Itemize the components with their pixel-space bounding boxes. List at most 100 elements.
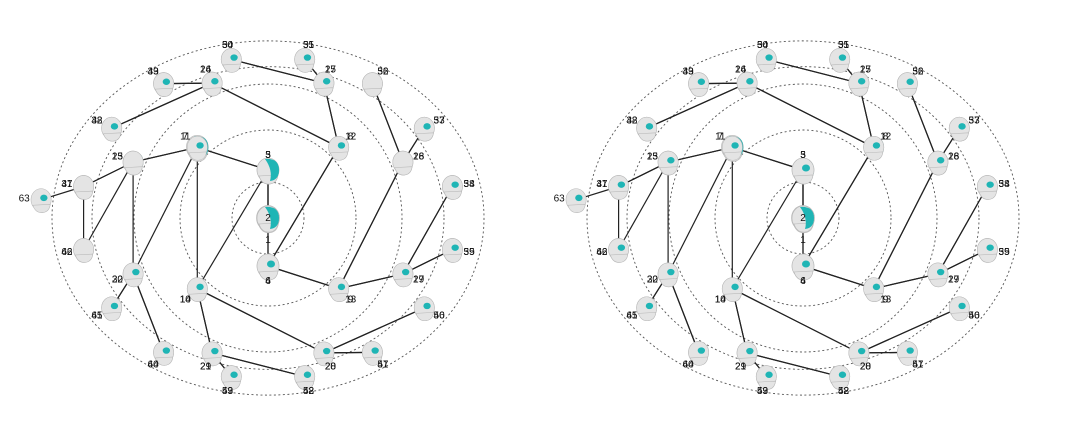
edge-13-26 <box>338 161 404 289</box>
node-label-31: 31 <box>61 179 73 190</box>
node-25-head <box>848 71 870 97</box>
node-57-head <box>897 341 918 366</box>
node-label-47: 47 <box>596 179 608 190</box>
ring-4 <box>626 66 980 370</box>
node-label-60: 60 <box>683 359 695 370</box>
node-label-55: 55 <box>999 247 1011 258</box>
node-label-53: 53 <box>434 116 446 127</box>
edge-28-56 <box>323 307 425 354</box>
node-55-head <box>977 238 998 263</box>
node-label-25: 25 <box>860 64 872 75</box>
node-label-61: 61 <box>91 310 103 321</box>
node-63-head <box>30 188 52 213</box>
edge-23-46 <box>618 161 669 250</box>
node-label-29: 29 <box>735 362 747 373</box>
node-57-head <box>362 341 383 366</box>
node-label-58: 58 <box>303 386 315 397</box>
node-30-head <box>122 262 144 288</box>
node-label-48: 48 <box>91 116 103 127</box>
node-label-7: 7 <box>183 132 189 143</box>
ring-3 <box>133 83 403 353</box>
node-label-63: 63 <box>19 194 31 205</box>
node-label-30: 30 <box>112 275 124 286</box>
node-label-29: 29 <box>200 362 212 373</box>
node-label-37: 37 <box>969 116 981 127</box>
node-label-8: 8 <box>883 132 889 143</box>
node-label-43: 43 <box>757 386 769 397</box>
node-label-32: 32 <box>626 116 638 127</box>
node-2-head <box>256 205 280 233</box>
node-label-27: 27 <box>948 275 960 286</box>
node-label-40: 40 <box>969 310 981 321</box>
node-label-28: 28 <box>325 362 337 373</box>
edge-28-56 <box>858 307 960 354</box>
node-25-head <box>313 71 335 97</box>
node-47-head <box>608 175 629 200</box>
ring-5 <box>586 40 1020 396</box>
node-label-10: 10 <box>180 294 192 305</box>
node-label-60: 60 <box>148 359 160 370</box>
node-label-47: 47 <box>61 179 73 190</box>
node-43-head <box>220 365 242 390</box>
node-label-14: 14 <box>715 294 727 305</box>
node-label-9: 9 <box>348 294 354 305</box>
node-38-head <box>977 175 998 200</box>
node-label-46: 46 <box>596 247 608 258</box>
node-47-head <box>73 175 94 200</box>
node-label-9: 9 <box>883 294 889 305</box>
edge-23-46 <box>83 161 134 250</box>
node-label-22: 22 <box>112 275 124 286</box>
edge-24-48 <box>111 82 213 129</box>
node-29-head <box>201 341 223 367</box>
node-label-32: 32 <box>91 116 103 127</box>
node-label-59: 59 <box>222 386 234 397</box>
node-label-28: 28 <box>860 362 872 373</box>
node-23-head <box>657 150 679 176</box>
node-9-head <box>328 277 350 302</box>
edge-6-12 <box>267 146 340 267</box>
edge-29-58 <box>211 352 305 378</box>
node-label-51: 51 <box>838 40 850 51</box>
node-label-56: 56 <box>969 310 981 321</box>
ring-3 <box>668 83 938 353</box>
node-label-26: 26 <box>413 151 425 162</box>
node-label-6: 6 <box>800 276 806 287</box>
node-26-head <box>392 150 414 176</box>
node-label-33: 33 <box>683 67 695 78</box>
node-5-head <box>791 157 815 185</box>
edge-12-24 <box>211 82 339 148</box>
node-label-5: 5 <box>800 150 806 161</box>
node-label-62: 62 <box>61 247 73 258</box>
node-50-head <box>755 48 777 73</box>
node-49-head <box>688 72 709 97</box>
node-label-46: 46 <box>61 247 73 258</box>
edge-6-12 <box>802 146 875 267</box>
node-55-head <box>442 238 463 263</box>
node-58-head <box>294 365 316 390</box>
node-46-head <box>73 238 94 263</box>
node-label-1: 1 <box>800 235 806 246</box>
node-24-head <box>201 71 223 97</box>
edge-5-11 <box>732 146 804 171</box>
node-43-head <box>755 365 777 390</box>
node-40-head <box>413 296 435 322</box>
node-label-44: 44 <box>683 359 695 370</box>
edge-29-58 <box>746 352 840 378</box>
node-label-57: 57 <box>377 359 389 370</box>
node-label-1: 1 <box>265 235 271 246</box>
node-label-19: 19 <box>948 275 960 286</box>
node-label-18: 18 <box>413 151 425 162</box>
node-label-2: 2 <box>265 213 271 224</box>
node-10-head <box>721 277 743 302</box>
ring-2 <box>179 129 357 307</box>
edge-5-10 <box>196 169 269 290</box>
node-label-3: 3 <box>265 150 271 161</box>
node-label-56: 56 <box>434 310 446 321</box>
node-label-3: 3 <box>800 150 806 161</box>
node-label-42: 42 <box>303 386 315 397</box>
node-11-head <box>186 135 208 161</box>
node-61-head <box>101 296 123 322</box>
node-48-head <box>101 116 123 142</box>
ring-2 <box>714 129 892 307</box>
